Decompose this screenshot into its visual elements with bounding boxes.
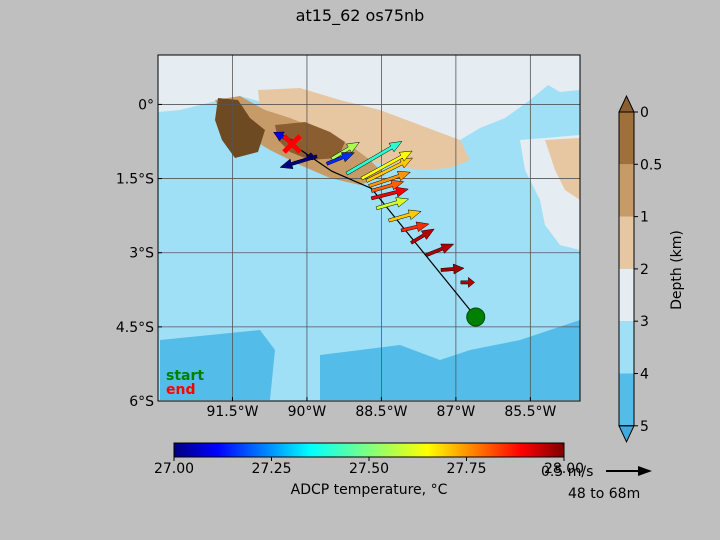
current-vector-arrow xyxy=(325,152,356,166)
y-tick-label: 6°S xyxy=(129,394,154,410)
y-tick-label: 3°S xyxy=(129,246,154,262)
end-marker-stroke xyxy=(282,134,302,154)
temperature-tick-label: 27.75 xyxy=(446,461,486,477)
end-legend-label: end xyxy=(166,382,195,398)
island-isabela xyxy=(215,98,265,158)
reference-depth-label: 48 to 68m xyxy=(568,486,640,502)
temperature-tick-label: 27.50 xyxy=(349,461,389,477)
depth-colorbar-label: Depth (km) xyxy=(669,230,685,310)
temperature-tick-label: 28.00 xyxy=(544,461,584,477)
x-tick-label: 88.5°W xyxy=(355,404,407,420)
island-santacruz xyxy=(275,122,345,160)
current-vector-arrow xyxy=(388,209,422,223)
axes-frame xyxy=(157,54,581,402)
deep-south xyxy=(320,320,580,400)
temperature-colorbar-label: ADCP temperature, °C xyxy=(291,482,448,498)
temperature-tick-label: 27.25 xyxy=(251,461,291,477)
x-tick-label: 91.5°W xyxy=(206,404,258,420)
y-tick-label: 4.5°S xyxy=(116,320,154,336)
x-tick-label: 87°W xyxy=(437,404,476,420)
start-legend-label: start xyxy=(166,368,204,384)
end-marker xyxy=(282,134,302,154)
x-tick-label: 85.5°W xyxy=(504,404,556,420)
start-marker xyxy=(466,307,486,327)
reference-vector-label: 0.5 m/s xyxy=(541,464,593,480)
current-vectors xyxy=(273,131,475,288)
depth-colorbar-band xyxy=(619,164,634,217)
x-tick-label: 90°W xyxy=(288,404,327,420)
current-vector-arrow xyxy=(400,221,430,233)
current-vector-arrow xyxy=(360,150,413,181)
shelf-east xyxy=(545,138,580,200)
reference-vector-head xyxy=(638,466,652,476)
depth-tick-label: 0.5 xyxy=(640,157,662,173)
current-vector-arrow xyxy=(460,276,475,288)
shallow-plateau xyxy=(158,55,580,155)
current-vector-arrow xyxy=(375,197,410,211)
current-vector-arrow xyxy=(279,154,318,169)
current-vector-arrow xyxy=(370,186,409,201)
y-tick-label: 0° xyxy=(138,97,154,113)
shelf-galapagos xyxy=(258,88,470,170)
current-vector-arrow xyxy=(368,170,412,188)
depth-tick-label: 2 xyxy=(640,262,649,278)
depth-tick-label: 3 xyxy=(640,314,649,330)
current-vector-arrow xyxy=(410,228,435,245)
current-vector-arrow xyxy=(370,179,405,193)
current-vector-arrow xyxy=(425,243,455,258)
x-axis-ticks: 91.5°W 90°W 88.5°W 87°W 85.5°W xyxy=(206,397,557,420)
y-tick-label: 1.5°S xyxy=(116,172,154,188)
temperature-colorbar-ticks: 27.00 27.25 27.50 27.75 28.00 xyxy=(154,457,584,477)
depth-tick-label: 5 xyxy=(640,419,649,435)
depth-tick-label: 0 xyxy=(640,105,649,121)
current-vector-arrow xyxy=(440,263,465,275)
depth-tick-label: 1 xyxy=(640,210,649,226)
chart-title: at15_62 os75nb xyxy=(295,6,425,25)
deep-southwest xyxy=(160,330,275,400)
depth-colorbar-band xyxy=(619,268,634,322)
depth-tick-label: 4 xyxy=(640,367,649,383)
depth-colorbar-top-extend xyxy=(618,94,635,113)
depth-colorbar-band xyxy=(619,112,634,165)
temperature-tick-label: 27.00 xyxy=(154,461,194,477)
current-vector-arrow xyxy=(345,141,403,176)
current-vector-arrow xyxy=(330,141,360,161)
y-axis-ticks: 0° 1.5°S 3°S 4.5°S 6°S xyxy=(116,97,162,410)
depth-colorbar: 0 0.5 1 2 3 4 5 xyxy=(618,94,662,443)
depth-colorbar-band xyxy=(619,216,634,269)
depth-colorbar-band xyxy=(619,373,634,426)
temperature-colorbar xyxy=(173,442,565,458)
depth-colorbar-bottom-extend xyxy=(618,425,635,443)
depth-colorbar-band xyxy=(619,321,634,374)
bathymetry-map xyxy=(158,55,580,401)
